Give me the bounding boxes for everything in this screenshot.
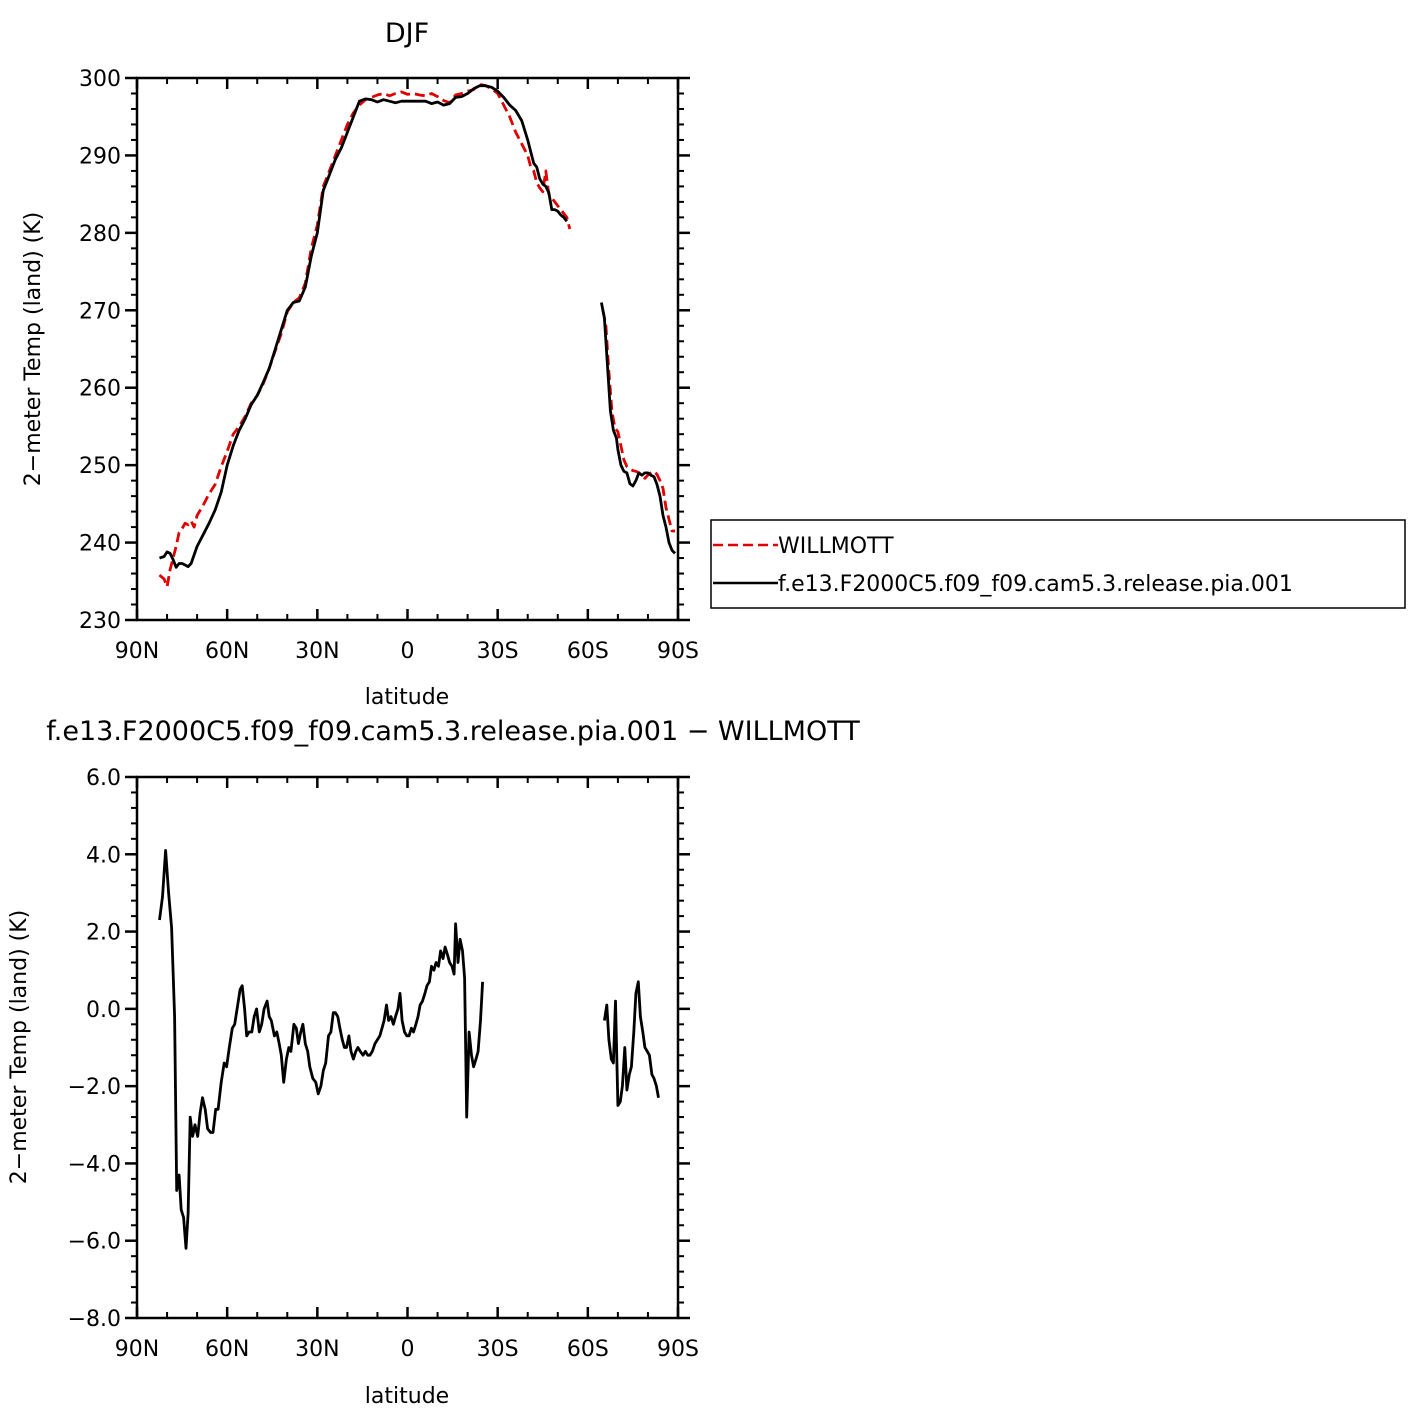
y-tick-label: 300 bbox=[79, 67, 121, 92]
y-tick-label: −6.0 bbox=[68, 1230, 121, 1255]
series-line-1-segment-0 bbox=[159, 84, 568, 569]
plot-frame bbox=[135, 76, 680, 622]
x-tick-label: 60S bbox=[567, 1337, 609, 1362]
legend-box bbox=[710, 519, 1406, 609]
y-tick-label: −4.0 bbox=[68, 1152, 121, 1177]
legend: WILLMOTT f.e13.F2000C5.f09_f09.cam5.3.re… bbox=[710, 519, 1406, 609]
y-tick-label: 230 bbox=[79, 609, 121, 634]
temperature-chart: DJF 90N 60N 30N 0 30S 60S 90S 230 240 250 260 270 28… bbox=[21, 18, 1406, 710]
x-axis-label: latitude bbox=[365, 1384, 449, 1409]
y-tick-label: 260 bbox=[79, 377, 121, 402]
x-tick-label: 0 bbox=[401, 639, 415, 664]
y-tick-label: 4.0 bbox=[86, 843, 121, 868]
x-tick-label: 30N bbox=[295, 639, 339, 664]
x-tick-label: 30S bbox=[477, 639, 519, 664]
y-axis-label: 2−meter Temp (land) (K) bbox=[21, 212, 46, 486]
x-tick-label: 60N bbox=[205, 1337, 249, 1362]
x-tick-label: 90S bbox=[657, 639, 699, 664]
series-line-0-segment-1 bbox=[603, 980, 660, 1107]
x-tick-label: 0 bbox=[401, 1337, 415, 1362]
y-tick-label: 270 bbox=[79, 299, 121, 324]
y-tick-label: 250 bbox=[79, 454, 121, 479]
chart-title: f.e13.F2000C5.f09_f09.cam5.3.release.pia… bbox=[46, 716, 860, 747]
y-tick-label: 290 bbox=[79, 144, 121, 169]
series-line-0-segment-0 bbox=[158, 849, 484, 1250]
y-tick-label: 0.0 bbox=[86, 998, 121, 1023]
x-tick-label: 90N bbox=[115, 639, 159, 664]
x-tick-label: 90S bbox=[657, 1337, 699, 1362]
x-tick-label: 30S bbox=[477, 1337, 519, 1362]
y-tick-label: 280 bbox=[79, 222, 121, 247]
y-tick-label: −2.0 bbox=[68, 1075, 121, 1100]
legend-label-willmott: WILLMOTT bbox=[778, 534, 894, 559]
x-axis-label: latitude bbox=[365, 685, 449, 710]
y-tick-label: 240 bbox=[79, 532, 121, 557]
y-tick-label: 2.0 bbox=[86, 921, 121, 946]
plot-frame bbox=[135, 775, 680, 1320]
series-line-0-segment-0 bbox=[158, 82, 572, 589]
difference-chart: f.e13.F2000C5.f09_f09.cam5.3.release.pia… bbox=[7, 716, 860, 1409]
chart-title: DJF bbox=[385, 18, 429, 49]
y-axis-label: 2−meter Temp (land) (K) bbox=[7, 910, 32, 1184]
x-tick-label: 60S bbox=[567, 639, 609, 664]
legend-label-model: f.e13.F2000C5.f09_f09.cam5.3.release.pia… bbox=[778, 572, 1293, 597]
series-line-0-segment-1 bbox=[601, 310, 675, 533]
x-tick-label: 90N bbox=[115, 1337, 159, 1362]
x-tick-label: 60N bbox=[205, 639, 249, 664]
x-tick-label: 30N bbox=[295, 1337, 339, 1362]
y-tick-label: −8.0 bbox=[68, 1307, 121, 1332]
series-line-1-segment-1 bbox=[600, 302, 677, 555]
y-tick-label: 6.0 bbox=[86, 766, 121, 791]
